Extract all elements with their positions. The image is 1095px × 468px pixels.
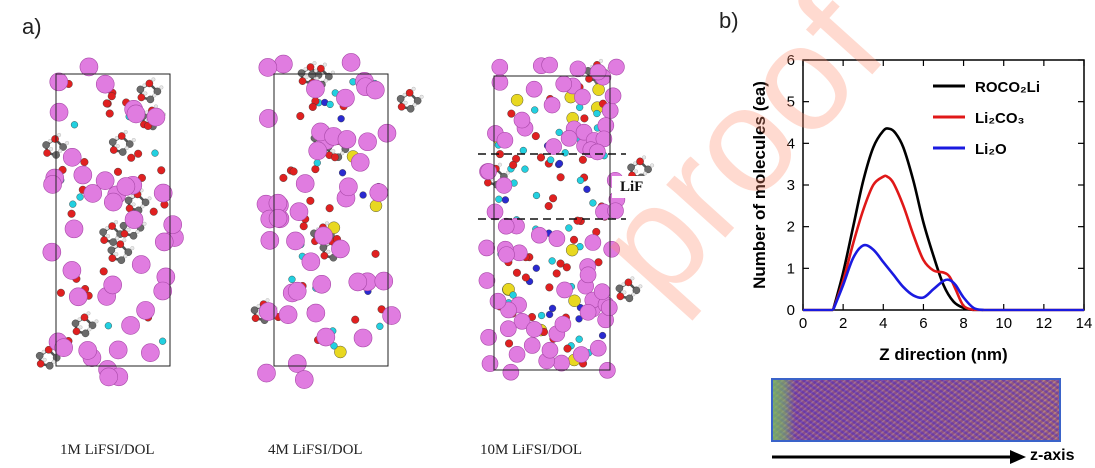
panel-label-b: b) <box>719 8 739 33</box>
series-line-2 <box>831 174 975 312</box>
z-axis-arrow <box>772 450 1026 464</box>
x-tick-label: 10 <box>995 315 1012 332</box>
legend-label-3: Li₂O <box>975 141 1007 158</box>
x-tick-label: 8 <box>959 315 967 332</box>
series-line-3 <box>831 243 984 312</box>
x-tick-label: 0 <box>799 315 807 332</box>
x-tick-label: 2 <box>839 315 847 332</box>
simulation-snapshots: LiF <box>35 53 655 389</box>
y-axis-label: Number of molecules (ea) <box>750 81 769 289</box>
z-axis-label: z-axis <box>1030 447 1075 464</box>
x-axis-label: Z direction (nm) <box>879 345 1007 364</box>
sim-caption-4m: 4M LiFSI/DOL <box>268 442 363 458</box>
sim-box-2 <box>250 53 424 389</box>
sim-box-1 <box>35 57 184 387</box>
y-tick-label: 6 <box>787 52 795 69</box>
y-tick-label: 0 <box>787 302 795 319</box>
x-tick-label: 12 <box>1036 315 1053 332</box>
sim-caption-10m: 10M LiFSI/DOL <box>480 442 583 458</box>
x-tick-label: 14 <box>1076 315 1093 332</box>
legend-label-2: Li₂CO₃ <box>975 110 1024 127</box>
sim-box-3 <box>478 56 655 381</box>
legend-label-1: ROCO₂Li <box>975 79 1040 96</box>
y-tick-label: 4 <box>787 135 795 152</box>
y-tick-label: 1 <box>787 260 795 277</box>
y-tick-label: 5 <box>787 94 795 111</box>
panel-label-a: a) <box>22 14 42 39</box>
sim-caption-1m: 1M LiFSI/DOL <box>60 442 155 458</box>
y-tick-label: 2 <box>787 219 795 236</box>
y-tick-label: 3 <box>787 177 795 194</box>
x-tick-label: 6 <box>919 315 927 332</box>
x-tick-label: 4 <box>879 315 887 332</box>
lif-annotation: LiF <box>620 179 643 195</box>
simulation-cell-strip <box>771 378 1061 442</box>
series-line-1 <box>831 127 974 312</box>
